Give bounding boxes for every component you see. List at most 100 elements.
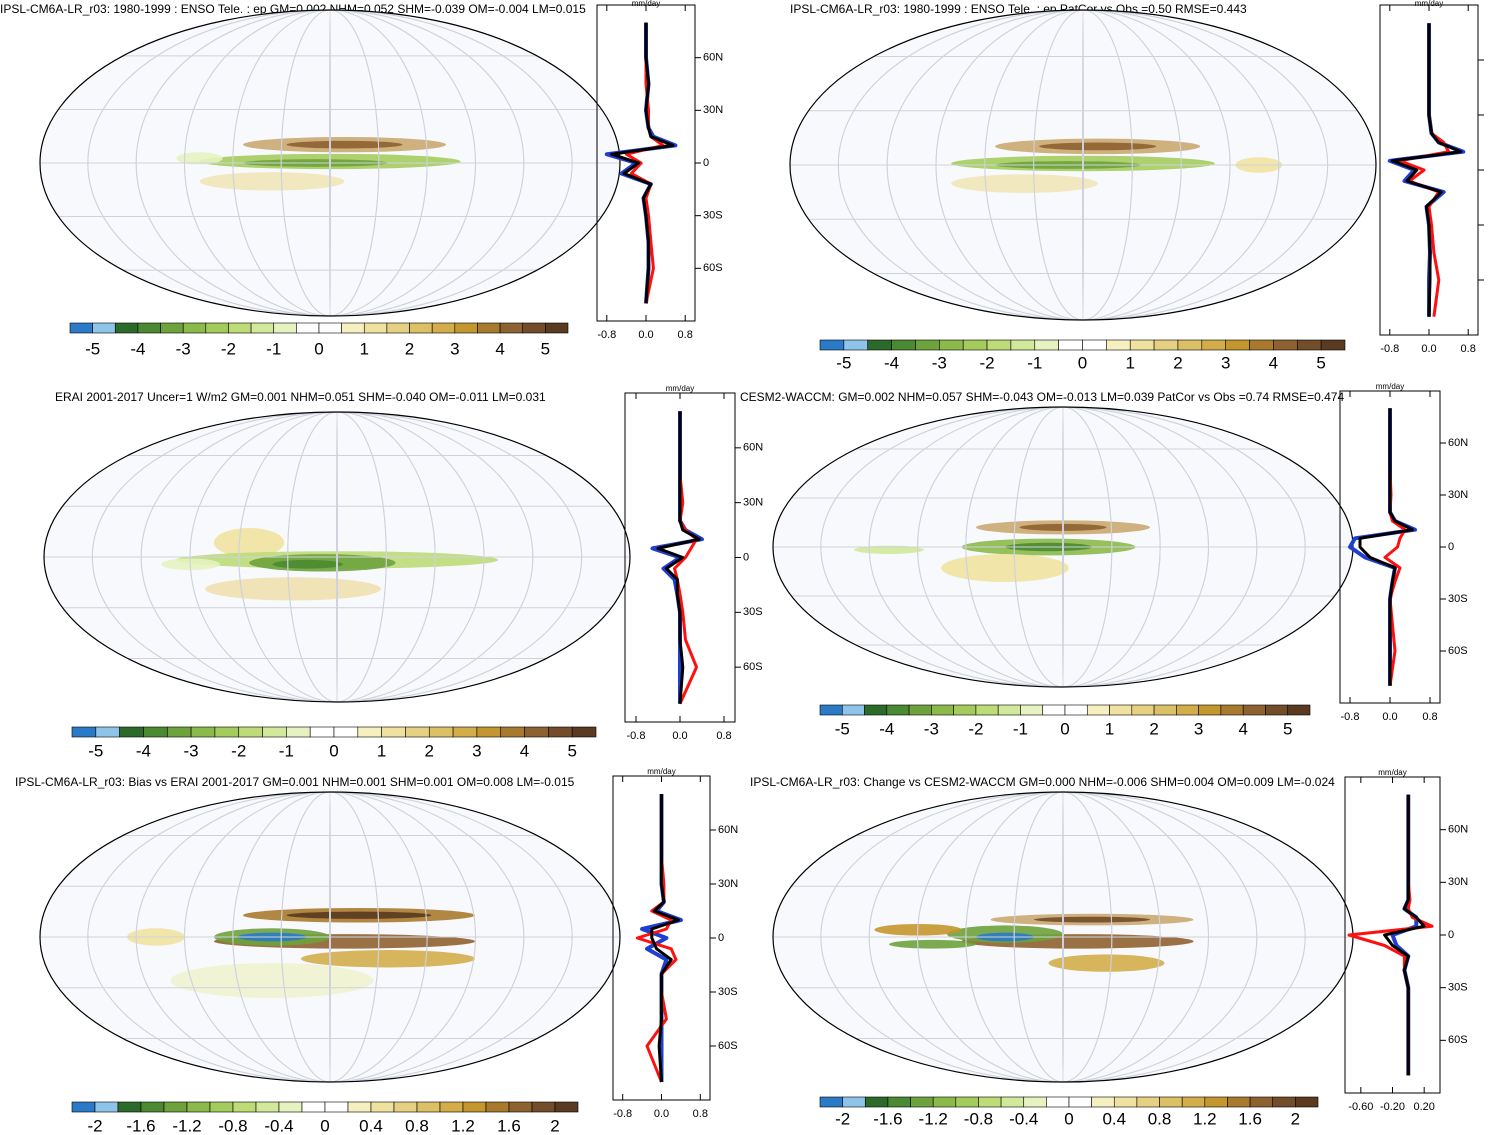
colorbar-box [931,704,954,716]
colorbar-box [1242,704,1266,716]
colorbar-box [477,322,501,334]
y-tick-label: 60N [718,824,738,836]
colorbar-label: -0.8 [964,1109,993,1128]
y-tick-label: 60S [718,1040,738,1052]
colorbar-box [318,322,342,334]
colorbar-box [1010,339,1036,351]
colorbar-box [1273,339,1298,351]
unit-label: mm/day [647,767,675,776]
colorbar-label: 2 [405,339,414,358]
colorbar-box [1020,704,1044,716]
colorbar-box [1086,704,1110,716]
colorbar-box [1225,339,1250,351]
colorbar-label: 4 [1238,719,1247,738]
colorbar-box [273,322,297,334]
colorbar-label: -0.4 [1009,1109,1038,1128]
colorbar-box [250,322,275,334]
colorbar-label: -3 [184,741,199,760]
colorbar-label: 2 [1291,1109,1300,1128]
colorbar-box [255,1101,280,1113]
colorbar-label: -1.6 [126,1116,155,1135]
panel-title: IPSL-CM6A-LR_r03: Bias vs ERAI 2001-2017… [15,775,575,789]
colorbar-label: 1.2 [1193,1109,1217,1128]
colorbar-label: 5 [1283,719,1292,738]
colorbar-box [485,1101,510,1113]
colorbar-box [462,1101,487,1113]
y-tick-label: 30N [743,497,763,509]
colorbar-box [333,726,359,738]
y-tick-label: 0 [743,551,749,563]
colorbar-box [1109,704,1133,716]
panel: ERAI 2001-2017 Uncer=1 W/m2 GM=0.001 NHM… [43,384,763,760]
map-field [773,407,1353,687]
colorbar-label: 1 [360,339,369,358]
colorbar-label: -5 [88,741,103,760]
colorbar-box [393,1101,418,1113]
colorbar-box [409,322,433,334]
unit-label: mm/day [666,384,694,393]
panel: IPSL-CM6A-LR_r03: Change vs CESM2-WACCM … [750,768,1468,1128]
zonal-line [656,411,701,704]
colorbar-label: 0 [329,741,338,760]
colorbar-box [1249,339,1274,351]
colorbar-label: -4 [884,353,899,372]
field-blob [286,140,403,149]
colorbar-label: -2 [221,339,236,358]
colorbar-box [819,339,845,351]
colorbar-box [95,726,120,738]
colorbar-label: 0.4 [1102,1109,1126,1128]
colorbar-box [908,704,932,716]
colorbar-label: -1 [279,741,294,760]
colorbar-box [1320,339,1346,351]
colorbar-box [1287,704,1311,716]
colorbar-label: 0.8 [405,1116,429,1135]
colorbar-box [301,1101,326,1113]
map-field [40,10,620,316]
colorbar-label: -2 [87,1116,102,1135]
colorbar-label: 2 [1149,719,1158,738]
colorbar-box [1265,704,1289,716]
panel: CESM2-WACCM: GM=0.002 NHM=0.057 SHM=-0.0… [740,382,1468,738]
colorbar-label: 3 [472,741,481,760]
field-blob [1034,916,1150,923]
colorbar-box [1106,339,1131,351]
colorbar-box [522,322,546,334]
x-tick-label: 0.0 [672,730,687,742]
colorbar-box [92,322,116,334]
colorbar-box [452,726,478,738]
zonal-line [1398,23,1451,317]
colorbar-box [214,726,240,738]
panel-title: IPSL-CM6A-LR_r03: 1980-1999 : ENSO Tele.… [0,2,586,16]
field-blob [854,545,924,554]
zonal-line [1390,794,1419,1076]
colorbar-box [548,726,573,738]
colorbar-box [910,1096,934,1108]
colorbar-label: -0.4 [264,1116,293,1135]
y-tick-label: 30N [1448,876,1468,888]
field-blob [951,174,1098,193]
panel-title: ERAI 2001-2017 Uncer=1 W/m2 GM=0.001 NHM… [55,390,546,404]
y-tick-label: 0 [703,157,709,169]
x-tick-label: 0.8 [678,329,693,341]
colorbar-box [932,1096,957,1108]
colorbar-label: -1 [1013,719,1028,738]
colorbar-label: 0 [314,339,323,358]
x-tick-label: 0.8 [1422,711,1437,723]
colorbar-box [1000,1096,1025,1108]
y-tick-label: 30N [1448,489,1468,501]
colorbar-box [1046,1096,1070,1108]
zonal-line [610,22,675,304]
y-tick-label: 30S [1448,593,1468,605]
colorbar-box [1159,1096,1183,1108]
colorbar-label: 5 [567,741,576,760]
map-border [43,411,631,703]
colorbar-box [347,1101,372,1113]
colorbar-box [186,1101,211,1113]
y-tick-label: 60S [1448,645,1468,657]
x-tick-label: 0.0 [1421,343,1436,355]
colorbar-box [114,322,139,334]
colorbar-label: 4 [520,741,529,760]
colorbar-label: 1 [377,741,386,760]
colorbar-label: -5 [835,719,850,738]
colorbar-label: -1.6 [873,1109,902,1128]
